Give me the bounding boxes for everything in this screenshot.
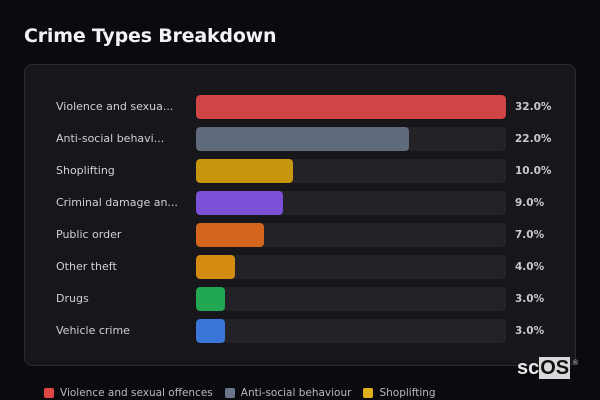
bar-label: Shoplifting: [56, 164, 115, 177]
chart-title: Crime Types Breakdown: [24, 25, 277, 47]
bar-fill[interactable]: [196, 223, 264, 247]
bar-value: 4.0%: [515, 261, 545, 273]
bar-label: Public order: [56, 228, 122, 241]
bar-value: 7.0%: [515, 229, 545, 241]
bar-label: Drugs: [56, 292, 89, 305]
bar-row[interactable]: Violence and sexua... 32.0%: [25, 95, 577, 119]
bar-value: 22.0%: [515, 133, 552, 145]
chart-card: Violence and sexua... 32.0% Anti-social be…: [24, 64, 576, 366]
bar-label: Criminal damage an...: [56, 196, 178, 209]
bar-value: 3.0%: [515, 293, 545, 305]
bar-track: [196, 127, 506, 151]
bar-label: Other theft: [56, 260, 117, 273]
bar-fill[interactable]: [196, 319, 226, 343]
bar-track: [196, 223, 506, 247]
scos-logo: scOS ®: [517, 357, 578, 379]
logo-highlight: OS: [539, 357, 571, 379]
legend: Violence and sexual offences Anti-social …: [44, 387, 436, 399]
bar-value: 9.0%: [515, 197, 545, 209]
bar-track: [196, 287, 506, 311]
legend-label: Anti-social behaviour: [240, 387, 352, 399]
legend-label: Violence and sexual offences: [60, 387, 213, 399]
legend-item[interactable]: Shoplifting: [363, 387, 436, 399]
bar-track: [196, 159, 506, 183]
bar-row[interactable]: Public order 7.0%: [25, 223, 577, 247]
bar-fill[interactable]: [196, 287, 226, 311]
bar-value: 32.0%: [515, 101, 552, 113]
bar-row[interactable]: Anti-social behavi... 22.0%: [25, 127, 577, 151]
bar-row[interactable]: Other theft 4.0%: [25, 255, 577, 279]
bar-row[interactable]: Drugs 3.0%: [25, 287, 577, 311]
bar-fill[interactable]: [196, 159, 293, 183]
legend-swatch-icon: [363, 388, 374, 398]
registered-mark-icon: ®: [572, 360, 579, 367]
bar-label: Vehicle crime: [56, 324, 130, 337]
legend-item[interactable]: Anti-social behaviour: [224, 387, 352, 399]
bar-fill[interactable]: [196, 95, 506, 119]
bar-value: 3.0%: [515, 325, 545, 337]
bar-value: 10.0%: [515, 165, 552, 177]
bar-track: [196, 191, 506, 215]
legend-label: Shoplifting: [379, 387, 436, 399]
bar-track: [196, 319, 506, 343]
bar-row[interactable]: Vehicle crime 3.0%: [25, 319, 577, 343]
bar-row[interactable]: Criminal damage an... 9.0%: [25, 191, 577, 215]
legend-swatch-icon: [224, 388, 235, 398]
legend-swatch-icon: [44, 388, 54, 398]
bar-track: [196, 95, 506, 119]
logo-prefix: sc: [517, 357, 540, 379]
bar-row[interactable]: Shoplifting 10.0%: [25, 159, 577, 183]
bar-label: Violence and sexua...: [56, 100, 174, 113]
legend-item[interactable]: Violence and sexual offences: [44, 387, 213, 399]
bar-track: [196, 255, 506, 279]
bar-fill[interactable]: [196, 191, 284, 215]
bar-fill[interactable]: [196, 255, 235, 279]
bar-fill[interactable]: [196, 127, 410, 151]
bar-label: Anti-social behavi...: [56, 132, 165, 145]
